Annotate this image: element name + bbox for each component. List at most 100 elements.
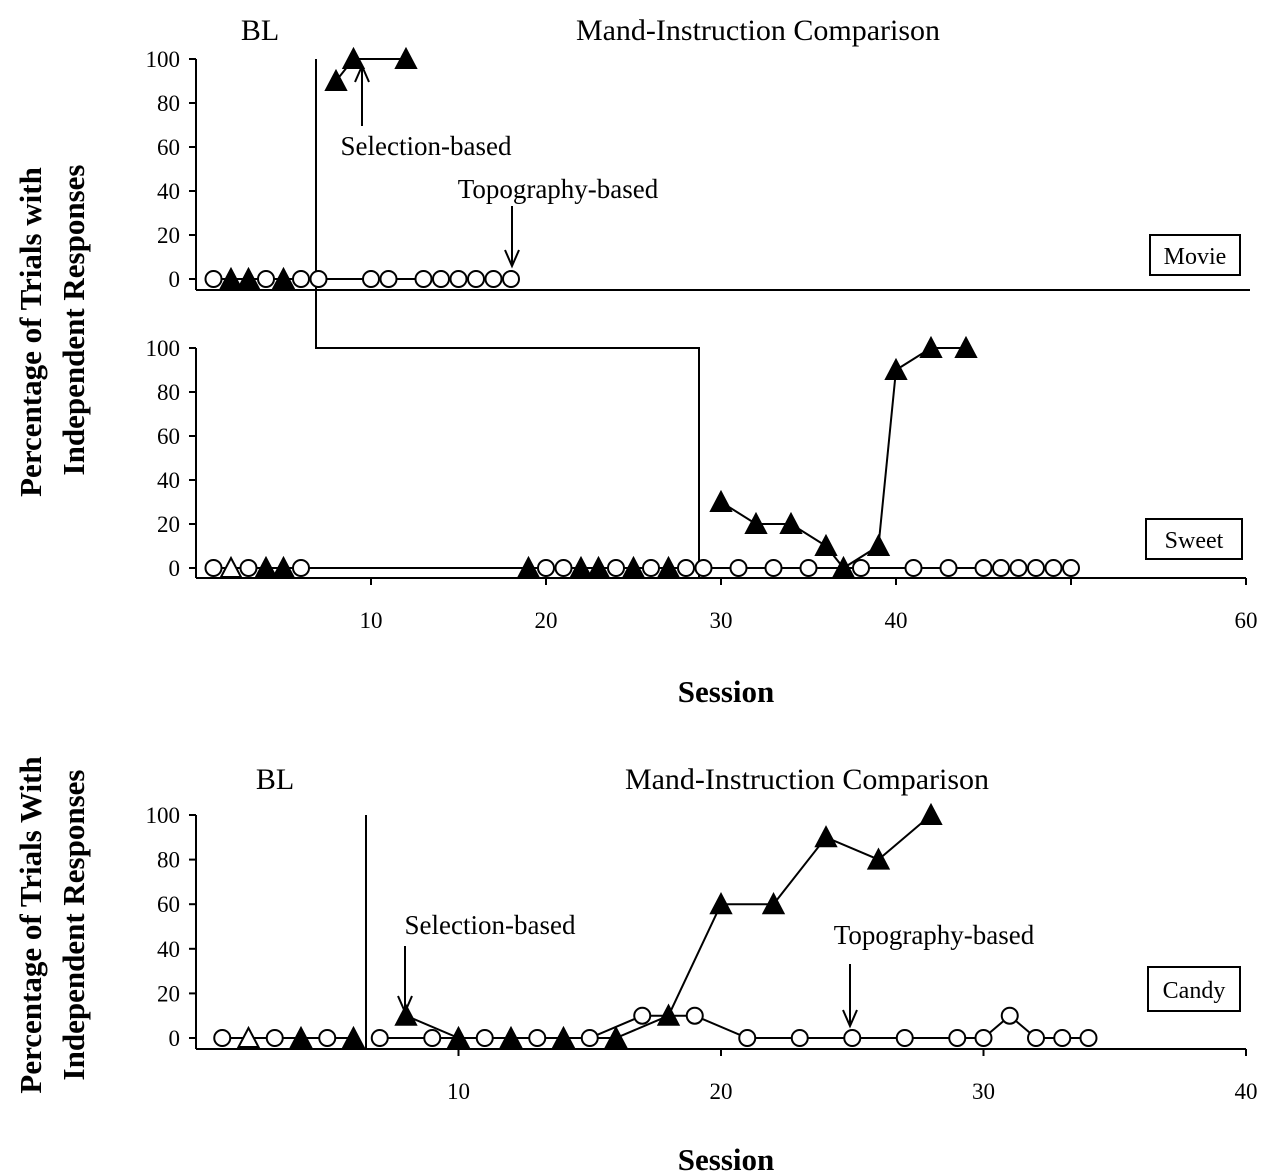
movie-filled-triangle-point xyxy=(219,266,243,289)
sweet-y-tick-label: 100 xyxy=(146,336,181,361)
candy-open-circle-point xyxy=(265,1029,284,1047)
sweet-filled-triangle-point xyxy=(814,533,838,556)
sweet-open-circle-point xyxy=(607,559,625,577)
sweet-filled-triangle-point xyxy=(919,335,943,358)
sweet-filled-triangle-point xyxy=(744,511,768,534)
bottom-x-axis-title: Session xyxy=(678,1142,774,1176)
top-x-tick-label: 60 xyxy=(1235,608,1258,633)
movie-filled-triangle-point xyxy=(394,46,418,69)
movie-annotation-topography: Topography-based xyxy=(458,174,659,204)
sweet-open-circle-point xyxy=(642,559,660,577)
candy-open-circle-point xyxy=(974,1029,993,1047)
movie-open-circle-point xyxy=(484,270,503,288)
candy-open-circle-point xyxy=(895,1029,914,1047)
movie-open-circle-point xyxy=(467,270,485,288)
movie-panel-label-box xyxy=(1149,234,1241,276)
movie-open-circle-point xyxy=(362,270,380,288)
candy-y-tick-label: 20 xyxy=(157,981,180,1006)
candy-filled-triangle-point xyxy=(761,892,786,915)
top-phase-label-treatment: Mand-Instruction Comparison xyxy=(576,14,940,47)
sweet-open-circle-point xyxy=(799,559,818,577)
candy-open-circle-point xyxy=(213,1029,232,1047)
sweet-y-tick-label: 80 xyxy=(157,380,180,405)
movie-y-tick-label: 100 xyxy=(146,47,181,72)
candy-y-tick-label: 100 xyxy=(146,803,181,828)
movie-topography-arrow-head xyxy=(504,249,520,269)
sweet-open-circle-point xyxy=(677,559,695,577)
candy-open-circle-point xyxy=(843,1029,862,1047)
candy-filled-triangle-point xyxy=(866,847,891,870)
movie-y-tick-label: 80 xyxy=(157,91,180,116)
sweet-open-circle-point xyxy=(1044,559,1063,577)
movie-y-tick-label: 0 xyxy=(169,267,181,292)
movie-panel-label: Movie xyxy=(1164,244,1227,270)
candy-open-circle-point xyxy=(1079,1029,1098,1047)
movie-annotation-selection: Selection-based xyxy=(341,131,512,161)
top-y-axis-title-line2: Independent Responses xyxy=(56,165,91,476)
candy-y-tick-label: 40 xyxy=(157,937,180,962)
candy-open-circle-point xyxy=(580,1029,599,1047)
bottom-x-tick-label: 30 xyxy=(972,1079,995,1104)
top-phase-label-baseline: BL xyxy=(241,14,279,47)
candy-open-circle-point xyxy=(685,1006,704,1025)
candy-open-circle-point xyxy=(633,1006,652,1025)
movie-open-circle-point xyxy=(414,270,433,288)
sweet-y-tick-label: 40 xyxy=(157,468,180,493)
sweet-open-triangle-point xyxy=(219,555,243,578)
chart-marks xyxy=(189,46,1247,1056)
movie-open-circle-point xyxy=(292,270,310,288)
candy-y-tick-label: 80 xyxy=(157,848,180,873)
sweet-open-circle-point xyxy=(1027,559,1045,577)
movie-filled-triangle-point xyxy=(271,266,296,289)
sweet-filled-triangle-point xyxy=(586,555,611,578)
top-x-tick-label: 10 xyxy=(360,608,383,633)
phase-change-line-top xyxy=(315,59,700,578)
sweet-open-circle-point xyxy=(764,559,783,577)
candy-open-triangle-point xyxy=(236,1025,261,1048)
candy-topography-arrow-head xyxy=(842,1009,858,1029)
bottom-x-tick-label: 20 xyxy=(710,1079,733,1104)
sweet-open-circle-point xyxy=(992,559,1010,577)
sweet-open-circle-point xyxy=(537,559,555,577)
candy-filled-triangle-point xyxy=(499,1025,523,1048)
candy-panel-label: Candy xyxy=(1163,978,1226,1004)
sweet-open-circle-point xyxy=(1062,559,1080,577)
sweet-y-tick-label: 0 xyxy=(169,556,181,581)
candy-open-circle-point xyxy=(738,1029,757,1047)
candy-filled-triangle-point xyxy=(551,1025,576,1048)
sweet-filled-triangle-point xyxy=(709,489,733,512)
bottom-x-tick-label: 10 xyxy=(447,1079,470,1104)
sweet-open-circle-point xyxy=(939,559,958,577)
sweet-filled-triangle-point xyxy=(656,555,681,578)
candy-open-circle-point xyxy=(1027,1029,1045,1047)
sweet-panel-label: Sweet xyxy=(1165,528,1224,554)
candy-annotation-topography: Topography-based xyxy=(834,920,1035,950)
sweet-open-circle-point xyxy=(292,559,310,577)
candy-open-circle-point xyxy=(948,1029,967,1047)
bottom-phase-label-treatment: Mand-Instruction Comparison xyxy=(625,763,989,796)
movie-filled-triangle-point xyxy=(341,46,366,69)
sweet-open-circle-point xyxy=(1009,559,1028,577)
sweet-filled-triangle-point xyxy=(779,511,803,534)
sweet-filled-triangle-point xyxy=(254,555,278,578)
candy-filled-triangle-point xyxy=(709,892,733,915)
candy-filled-triangle-point xyxy=(814,825,838,848)
top-x-axis-title: Session xyxy=(678,674,774,709)
sweet-filled-triangle-point xyxy=(271,555,296,578)
candy-filled-triangle-point xyxy=(446,1025,471,1048)
sweet-open-circle-point xyxy=(204,559,223,577)
top-x-tick-label: 30 xyxy=(710,608,733,633)
sweet-filled-triangle-point xyxy=(954,335,978,358)
movie-y-tick-label: 60 xyxy=(157,135,180,160)
sweet-filled-triangle-point xyxy=(569,555,593,578)
candy-filled-triangle-point xyxy=(341,1025,366,1048)
sweet-filled-triangle-point xyxy=(866,533,891,556)
sweet-open-circle-point xyxy=(852,559,870,577)
candy-open-circle-point xyxy=(318,1029,337,1047)
movie-selection-arrow-head xyxy=(354,63,370,83)
sweet-open-circle-point xyxy=(904,559,923,577)
sweet-open-circle-point xyxy=(974,559,993,577)
candy-filled-triangle-point xyxy=(919,802,943,825)
candy-panel-label-box xyxy=(1147,966,1241,1012)
